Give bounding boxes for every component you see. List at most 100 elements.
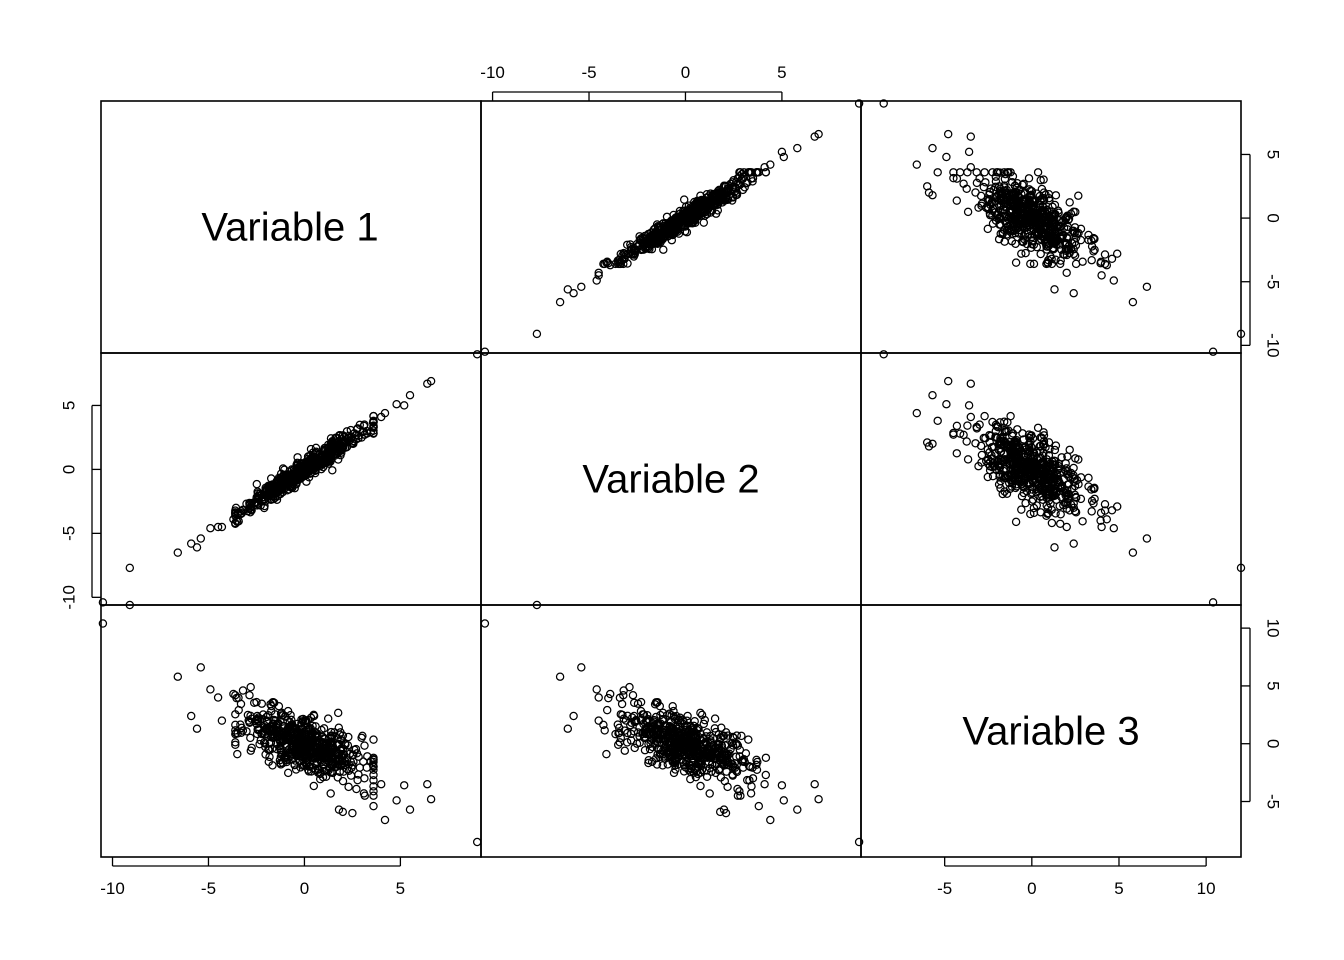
data-point bbox=[1024, 199, 1034, 208]
data-point bbox=[617, 699, 627, 709]
data-point bbox=[652, 698, 662, 708]
data-point bbox=[392, 399, 401, 409]
data-point bbox=[257, 699, 267, 708]
data-point bbox=[1000, 183, 1009, 192]
data-point bbox=[735, 787, 744, 796]
data-point bbox=[985, 209, 995, 218]
data-point bbox=[629, 698, 639, 708]
data-point bbox=[1022, 225, 1032, 235]
data-point bbox=[971, 188, 980, 197]
data-point bbox=[266, 700, 275, 709]
data-point bbox=[1035, 446, 1045, 456]
data-point bbox=[1000, 425, 1009, 435]
data-point bbox=[1064, 244, 1073, 254]
data-point bbox=[1000, 454, 1010, 464]
data-point bbox=[301, 750, 310, 760]
data-point bbox=[1047, 518, 1057, 528]
data-point bbox=[1070, 228, 1079, 237]
data-point bbox=[1029, 229, 1039, 239]
data-point bbox=[753, 168, 762, 177]
data-point bbox=[1028, 495, 1038, 505]
data-point bbox=[1063, 225, 1072, 234]
data-point bbox=[673, 750, 683, 760]
data-point bbox=[217, 716, 227, 725]
tick-label: 5 bbox=[59, 401, 78, 410]
data-point bbox=[999, 202, 1009, 212]
data-point bbox=[972, 424, 982, 433]
data-point bbox=[238, 726, 248, 735]
data-point bbox=[328, 466, 337, 475]
data-point bbox=[972, 178, 982, 188]
data-point bbox=[283, 768, 293, 778]
data-point bbox=[1109, 276, 1119, 285]
data-point bbox=[325, 763, 334, 773]
data-point bbox=[1033, 423, 1043, 433]
data-point bbox=[349, 439, 358, 449]
data-point bbox=[278, 474, 288, 483]
tick-label: -5 bbox=[1264, 274, 1283, 289]
data-point bbox=[244, 716, 253, 725]
data-point bbox=[618, 710, 627, 720]
data-point bbox=[232, 693, 241, 703]
data-point bbox=[1097, 522, 1106, 532]
data-point bbox=[1074, 191, 1083, 200]
data-point bbox=[713, 206, 723, 215]
data-point bbox=[298, 738, 307, 747]
data-point bbox=[594, 716, 603, 725]
data-point bbox=[793, 805, 802, 814]
data-point bbox=[728, 193, 738, 202]
data-point bbox=[369, 735, 378, 744]
data-point bbox=[1018, 481, 1028, 491]
panel-frame-r3-c3 bbox=[860, 604, 1242, 858]
data-point bbox=[352, 784, 361, 794]
data-point bbox=[814, 129, 823, 139]
data-point bbox=[269, 698, 279, 708]
data-point bbox=[1036, 508, 1045, 517]
data-point bbox=[991, 177, 1001, 186]
data-point bbox=[301, 760, 311, 770]
data-point bbox=[983, 195, 993, 204]
axis-bottom-variable-3: -5 0 5 10 bbox=[937, 857, 1216, 898]
data-point bbox=[995, 214, 1005, 223]
data-point bbox=[731, 184, 741, 193]
data-point bbox=[964, 401, 974, 410]
data-point bbox=[290, 724, 300, 733]
data-point bbox=[599, 720, 608, 730]
data-point bbox=[333, 741, 342, 750]
data-point bbox=[942, 152, 951, 162]
data-point bbox=[480, 619, 490, 628]
data-point bbox=[754, 801, 764, 811]
tick-label: 5 bbox=[396, 879, 405, 898]
data-point bbox=[1027, 239, 1037, 249]
data-point bbox=[369, 801, 378, 811]
data-point bbox=[1061, 214, 1070, 224]
data-point bbox=[744, 168, 753, 177]
data-point bbox=[338, 776, 348, 786]
data-point bbox=[333, 708, 343, 718]
data-point bbox=[685, 209, 695, 218]
data-point bbox=[644, 758, 653, 768]
data-point bbox=[690, 716, 699, 726]
data-point bbox=[963, 421, 972, 430]
data-point bbox=[369, 428, 378, 438]
data-point bbox=[1019, 198, 1029, 207]
data-point bbox=[532, 600, 542, 610]
data-point bbox=[659, 714, 668, 724]
tick-label: -5 bbox=[581, 63, 596, 82]
data-point bbox=[1050, 475, 1059, 484]
data-point bbox=[1063, 234, 1072, 243]
data-point bbox=[305, 746, 315, 756]
data-point bbox=[991, 193, 1001, 202]
data-point bbox=[674, 746, 683, 755]
data-point bbox=[280, 752, 290, 762]
data-point bbox=[620, 726, 629, 735]
data-point bbox=[684, 765, 693, 775]
data-point bbox=[1069, 207, 1078, 216]
data-point bbox=[306, 736, 315, 745]
data-point bbox=[532, 329, 542, 339]
data-point bbox=[231, 740, 240, 750]
data-point bbox=[627, 718, 636, 728]
data-point bbox=[814, 794, 823, 804]
data-point bbox=[327, 745, 336, 755]
data-point bbox=[247, 743, 256, 753]
